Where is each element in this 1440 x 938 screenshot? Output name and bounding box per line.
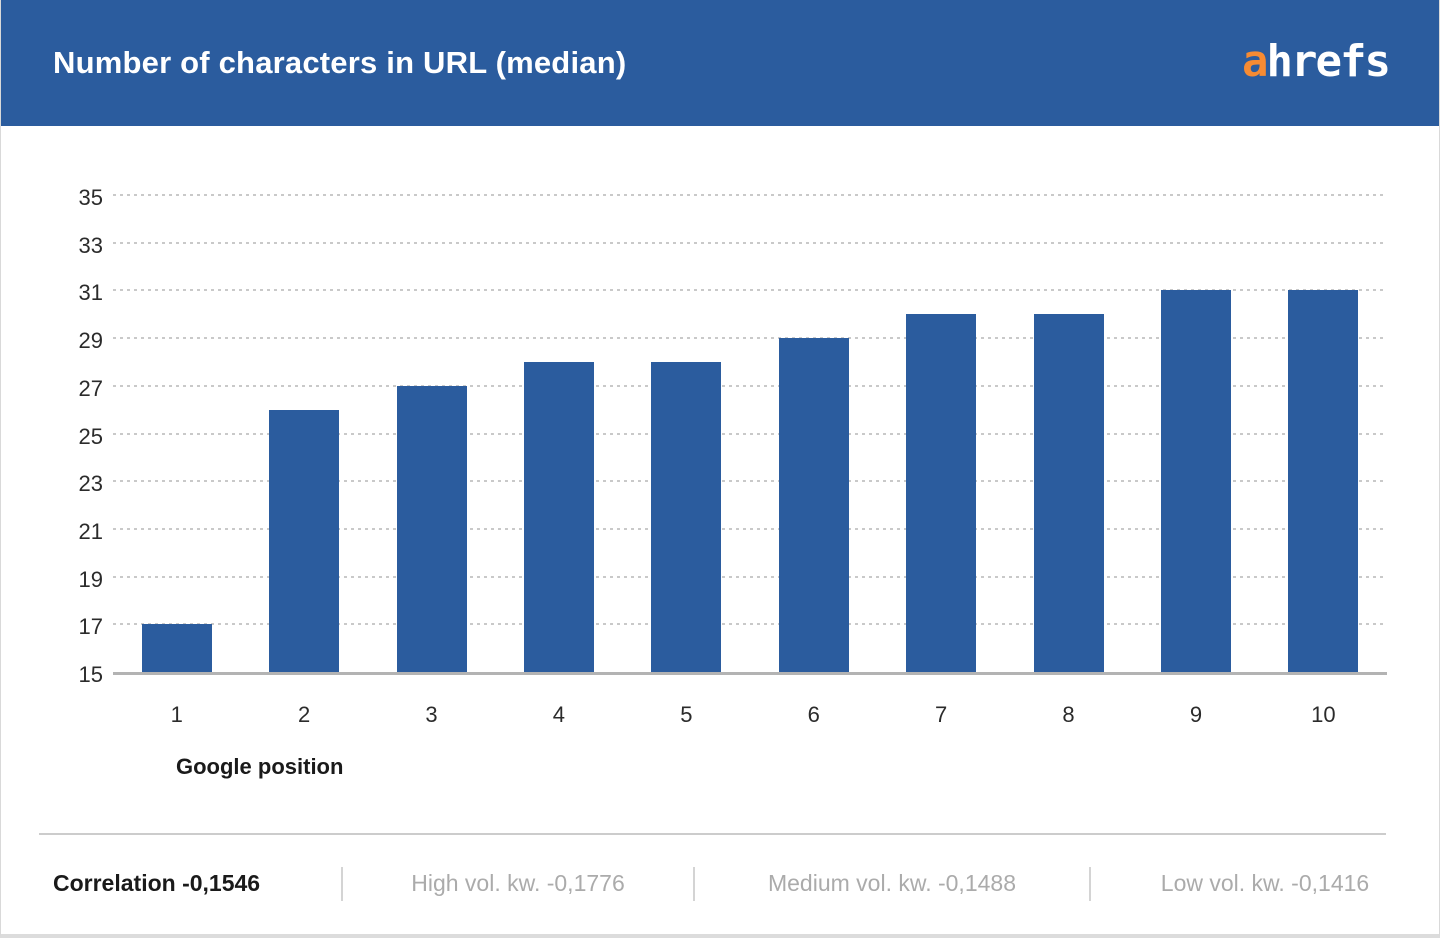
x-tick-label: 5 xyxy=(680,702,693,727)
bar xyxy=(1160,290,1231,672)
bar-slot xyxy=(495,198,622,672)
y-tick-label: 19 xyxy=(78,566,103,592)
x-tick-label: 9 xyxy=(1189,702,1203,727)
y-tick-label: 27 xyxy=(78,375,103,401)
bar xyxy=(269,409,340,672)
footer-separator xyxy=(39,833,1386,835)
x-tick-label: 4 xyxy=(552,702,566,727)
ahrefs-logo-text: hrefs xyxy=(1266,36,1391,88)
x-tick-label: 10 xyxy=(1311,702,1336,727)
gridline xyxy=(113,480,1387,483)
y-tick-label: 21 xyxy=(78,518,103,544)
bar-chart: 35 33 31 29 27 25 23 21 19 17 15 1 2 3 4 5 6 7 8 9 10 Googl… xyxy=(1,126,1439,833)
y-tick-label: 35 xyxy=(78,185,103,210)
bar xyxy=(651,361,722,672)
x-tick-label: 8 xyxy=(1062,702,1075,727)
y-tick-label: 17 xyxy=(78,614,103,640)
gridline xyxy=(113,432,1387,435)
bar-slot xyxy=(877,198,1004,672)
correlation-footer: Correlation -0,1546 High vol. kw. -0,177… xyxy=(1,833,1439,934)
x-tick-label: 2 xyxy=(297,702,311,727)
gridline xyxy=(113,194,1387,196)
bar-slot xyxy=(623,198,750,672)
bar-slot xyxy=(1132,198,1259,672)
chart-header: Number of characters in URL (median) ahr… xyxy=(1,0,1439,126)
footer-divider xyxy=(693,866,695,901)
bars xyxy=(113,198,1387,672)
footer-divider xyxy=(341,866,343,901)
y-tick-label: 31 xyxy=(78,280,103,306)
x-tick-label: 7 xyxy=(935,702,948,727)
bar-slot xyxy=(113,198,240,672)
y-tick-label: 23 xyxy=(78,471,103,497)
bar-slot xyxy=(240,198,367,672)
bar xyxy=(906,314,977,672)
ahrefs-logo: ahrefs xyxy=(1242,40,1391,84)
bar-slot xyxy=(1005,198,1132,672)
gridline xyxy=(113,289,1387,292)
correlation-medium-vol: Medium vol. kw. -0,1488 xyxy=(767,870,1016,896)
gridline xyxy=(113,623,1387,626)
x-tick-label: 1 xyxy=(170,702,183,727)
bar xyxy=(523,361,594,672)
bar-slot xyxy=(368,198,495,672)
correlation-total: Correlation -0,1546 xyxy=(53,870,261,896)
bar xyxy=(1033,314,1104,672)
bar-slot xyxy=(1260,198,1387,672)
plot-area xyxy=(113,194,1387,675)
x-tick-label: 3 xyxy=(425,702,438,727)
page-title: Number of characters in URL (median) xyxy=(53,45,627,80)
footer-row: Correlation -0,1546 High vol. kw. -0,177… xyxy=(1,833,1439,934)
y-tick-label: 29 xyxy=(78,328,103,354)
bar xyxy=(778,338,849,672)
x-axis-title: Google position xyxy=(176,754,344,779)
gridline xyxy=(113,241,1387,244)
x-axis: 1 2 3 4 5 6 7 8 9 10 xyxy=(113,702,1387,728)
gridline xyxy=(113,575,1387,578)
ahrefs-logo-a: a xyxy=(1242,36,1268,88)
correlation-low-vol: Low vol. kw. -0,1416 xyxy=(1160,870,1370,896)
footer-divider xyxy=(1089,866,1091,901)
x-tick-label: 6 xyxy=(807,702,820,727)
y-tick-label: 25 xyxy=(78,423,103,449)
y-tick-label: 33 xyxy=(78,232,103,258)
gridline xyxy=(113,337,1387,340)
bar xyxy=(141,624,212,672)
gridline xyxy=(113,527,1387,530)
correlation-high-vol: High vol. kw. -0,1776 xyxy=(411,870,625,896)
gridline xyxy=(113,384,1387,387)
y-tick-label: 15 xyxy=(78,662,103,687)
bar-slot xyxy=(750,198,877,672)
bar xyxy=(1288,290,1359,672)
bar xyxy=(396,385,467,672)
